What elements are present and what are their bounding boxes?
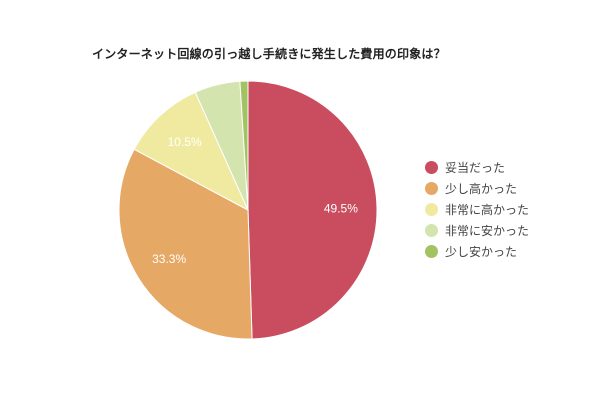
slice-percent-label: 33.3% — [152, 252, 186, 266]
legend-item[interactable]: 少し安かった — [425, 241, 529, 262]
pie-slice[interactable] — [118, 148, 253, 340]
legend-item[interactable]: 非常に安かった — [425, 220, 529, 241]
legend-dot-icon — [425, 161, 438, 174]
chart-title: インターネット回線の引っ越し手続きに発生した費用の印象は？ — [92, 47, 446, 61]
legend-dot-icon — [425, 245, 438, 258]
legend-label: 妥当だった — [445, 161, 506, 175]
legend-dot-icon — [425, 182, 438, 195]
legend-dot-icon — [425, 203, 438, 216]
legend-item[interactable]: 妥当だった — [425, 157, 529, 178]
legend-label: 非常に安かった — [445, 224, 530, 238]
pie-slice[interactable] — [133, 91, 250, 212]
legend-item[interactable]: 少し高かった — [425, 178, 529, 199]
legend-label: 少し安かった — [445, 245, 518, 259]
legend-label: 少し高かった — [445, 182, 518, 196]
legend-item[interactable]: 非常に高かった — [425, 199, 529, 220]
slice-percent-label: 10.5% — [168, 135, 202, 149]
legend-dot-icon — [425, 224, 438, 237]
pie-data-labels: 49.5% 33.3% 10.5% — [152, 135, 358, 266]
slice-percent-label: 49.5% — [324, 202, 358, 216]
legend-label: 非常に高かった — [445, 203, 530, 217]
legend: 妥当だった 少し高かった 非常に高かった 非常に安かった 少し安かった — [425, 157, 529, 262]
pie-slice[interactable] — [247, 80, 378, 340]
pie-slice[interactable] — [239, 80, 249, 211]
pie-slices — [118, 80, 378, 340]
